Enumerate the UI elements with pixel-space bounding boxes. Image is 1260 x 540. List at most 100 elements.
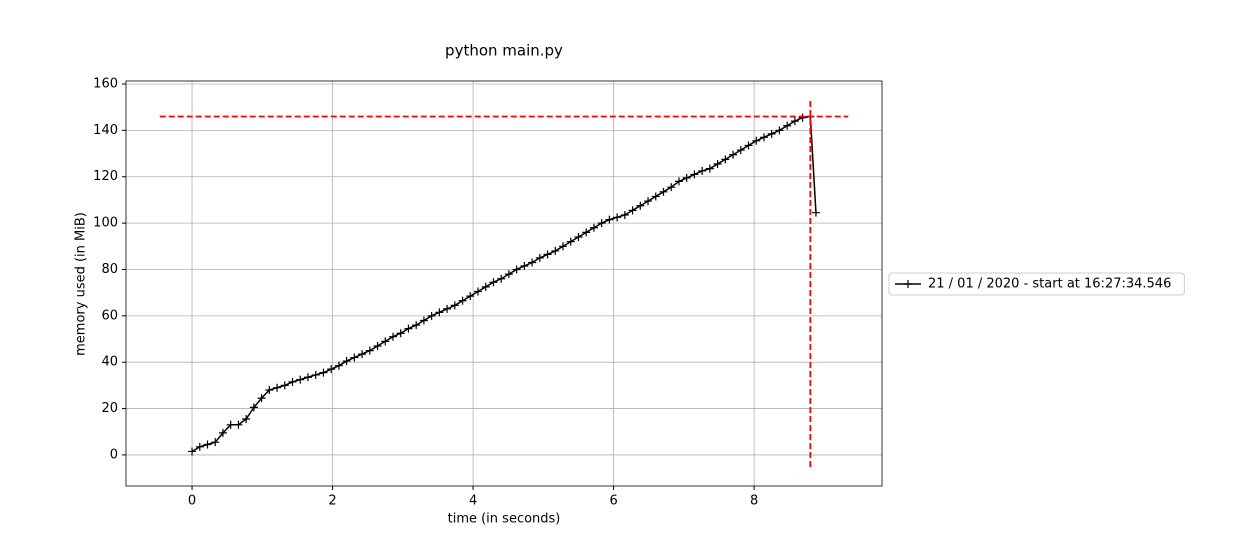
series-line [191,115,817,453]
y-tick-label: 40 [101,355,118,370]
point-marker [443,304,452,313]
point-marker [396,329,405,338]
point-marker [783,121,792,130]
point-marker [188,447,197,456]
point-marker [597,219,606,228]
point-marker [520,261,529,270]
point-marker [265,386,274,395]
point-marker [450,301,459,310]
point-marker [767,129,776,138]
point-marker [628,206,637,215]
point-marker [350,353,359,362]
point-marker [589,223,598,232]
chart-title: python main.py [445,42,563,60]
point-marker [311,370,320,379]
point-marker [481,282,490,291]
point-marker [736,146,745,155]
point-marker [497,274,506,283]
point-marker [218,428,227,437]
point-marker [582,228,591,237]
legend-label: 21 / 01 / 2020 - start at 16:27:34.546 [928,277,1171,292]
point-marker [574,233,583,242]
legend-marker [904,280,912,288]
point-marker [759,133,768,142]
point-marker [489,278,498,287]
point-marker [226,420,235,429]
y-tick-label: 100 [93,216,118,231]
y-tick-label: 160 [93,77,118,92]
point-marker [249,403,258,412]
point-marker [566,237,575,246]
point-marker [280,381,289,390]
y-tick-label: 120 [93,169,118,184]
x-axis-label: time (in seconds) [448,512,561,527]
point-marker [211,438,220,447]
y-tick-label: 0 [110,447,118,462]
point-marker [435,308,444,317]
point-marker [242,415,251,424]
point-marker [296,375,305,384]
point-marker [690,170,699,179]
point-marker [682,173,691,182]
point-marker [504,270,513,279]
point-marker [203,440,212,449]
y-tick-label: 20 [101,401,118,416]
point-marker [404,324,413,333]
point-marker [644,197,653,206]
point-marker [721,155,730,164]
point-marker [620,210,629,219]
point-marker [381,337,390,346]
point-marker [713,159,722,168]
point-marker [729,150,738,159]
x-tick-label: 4 [469,494,477,509]
point-marker [458,296,467,305]
point-marker [752,136,761,145]
point-marker [698,166,707,175]
point-marker [195,442,204,451]
y-tick-label: 80 [101,262,118,277]
point-marker [412,321,421,330]
legend-box [888,272,1185,296]
point-marker [334,361,343,370]
point-marker [319,368,328,377]
point-marker [512,265,521,274]
point-marker [257,394,266,403]
point-marker [373,341,382,350]
point-marker [667,183,676,192]
point-marker [551,246,560,255]
point-marker [303,373,312,382]
point-marker [705,164,714,173]
x-tick-label: 8 [750,494,758,509]
point-marker [798,113,807,122]
point-marker [651,192,660,201]
point-marker [388,332,397,341]
point-marker [559,242,568,251]
point-marker [744,141,753,150]
point-marker [466,292,475,301]
y-tick-label: 140 [93,123,118,138]
point-marker [613,213,622,222]
y-axis-label: memory used (in MiB) [74,212,89,356]
point-marker [358,350,367,359]
point-marker [605,215,614,224]
point-marker [273,383,282,392]
point-marker [811,208,820,217]
point-marker [535,253,544,262]
point-marker [659,187,668,196]
point-marker [775,126,784,135]
point-marker [674,177,683,186]
point-marker [790,117,799,126]
point-marker [636,201,645,210]
point-marker [234,420,243,429]
y-tick-label: 60 [101,308,118,323]
x-tick-label: 0 [188,494,196,509]
x-tick-label: 2 [328,494,336,509]
point-marker [327,365,336,374]
point-marker [419,316,428,325]
point-marker [288,377,297,386]
plot-frame [125,80,883,487]
point-marker [474,287,483,296]
point-marker [543,250,552,259]
x-tick-label: 6 [609,494,617,509]
